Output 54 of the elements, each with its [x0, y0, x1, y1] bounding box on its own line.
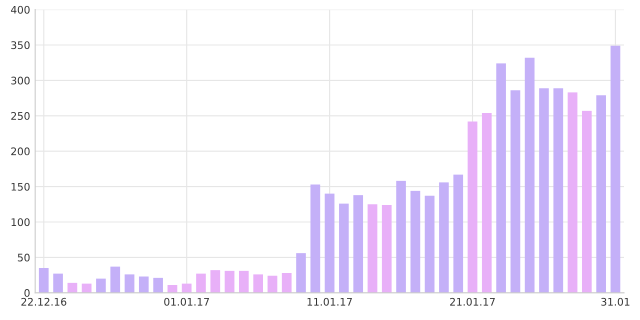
bar — [153, 278, 163, 293]
y-tick-label: 200 — [11, 147, 30, 156]
bar — [453, 174, 464, 293]
bar — [510, 90, 520, 293]
bar — [210, 270, 220, 293]
x-tick-label: 22.12.16 — [21, 298, 66, 306]
bar — [110, 266, 120, 293]
bar — [539, 88, 549, 293]
y-tick-label: 100 — [12, 218, 30, 226]
bar — [238, 270, 249, 293]
y-tick-label: 400 — [10, 6, 30, 14]
bar — [353, 195, 364, 293]
bar — [196, 274, 206, 293]
bar — [282, 272, 292, 293]
x-tick-label: 21.01.17 — [450, 298, 495, 306]
bar — [138, 276, 149, 293]
bar — [439, 182, 449, 293]
bar — [182, 284, 192, 293]
bar — [253, 274, 264, 293]
bar — [610, 46, 620, 293]
bar — [96, 278, 106, 293]
bar — [339, 204, 349, 293]
bar — [482, 112, 492, 293]
bar — [310, 184, 320, 293]
bar — [582, 110, 592, 293]
bar — [468, 121, 478, 293]
x-tick-label: 31.01 — [601, 298, 630, 306]
bar — [296, 253, 306, 293]
bar — [168, 285, 178, 293]
y-tick-label: 0 — [24, 289, 30, 297]
bar — [496, 63, 506, 293]
y-tick-label: 300 — [11, 76, 30, 85]
bar — [124, 274, 134, 293]
bar — [82, 284, 92, 293]
x-tick-label: 01.01.17 — [164, 298, 209, 306]
bar — [53, 274, 63, 293]
bar — [596, 95, 606, 293]
bar — [568, 92, 578, 293]
y-tick-label: 350 — [11, 41, 30, 50]
bar — [410, 190, 420, 293]
y-tick-label: 150 — [12, 182, 30, 191]
bar — [224, 270, 234, 293]
bar — [324, 194, 334, 293]
bar — [38, 268, 49, 293]
y-tick-label: 50 — [18, 254, 30, 262]
y-tick-label: 250 — [11, 112, 30, 120]
x-tick-label: 11.01.17 — [308, 298, 352, 306]
bar — [553, 88, 564, 293]
bar — [368, 204, 378, 293]
bar — [396, 180, 406, 293]
bar — [382, 205, 392, 293]
bar — [524, 58, 535, 293]
bar — [424, 196, 434, 293]
bar — [268, 276, 278, 293]
